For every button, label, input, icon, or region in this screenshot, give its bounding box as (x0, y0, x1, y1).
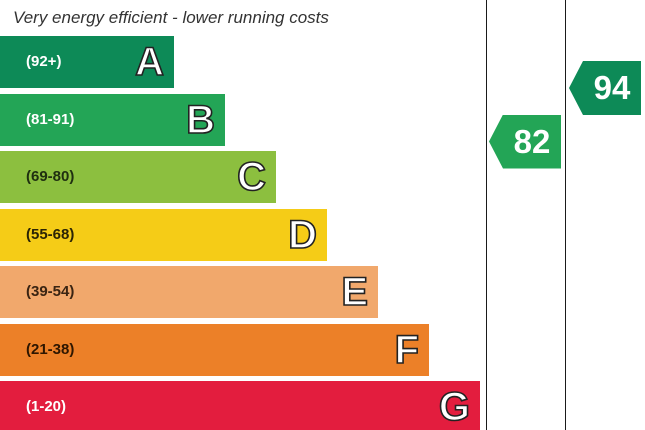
band-f: (21-38) F (0, 323, 429, 376)
band-range-label: (69-80) (26, 168, 75, 185)
band-g: (1-20) G (0, 381, 480, 430)
band-e: (39-54) E (0, 266, 378, 318)
band-b: (81-91) B (0, 93, 225, 146)
band-letter: F (394, 327, 420, 373)
rating-value: 94 (593, 69, 631, 106)
band-letter: C (236, 154, 266, 200)
band-letter: D (287, 212, 317, 258)
band-letter: A (134, 39, 164, 85)
band-letter: B (185, 97, 215, 143)
band-range-label: (39-54) (26, 283, 75, 300)
column-divider (565, 0, 566, 430)
band-range-label: (92+) (26, 53, 62, 70)
band-letter: E (341, 269, 369, 315)
band-c: (69-80) C (0, 151, 276, 203)
potential-rating-arrow: 94 (569, 61, 641, 115)
rating-value: 82 (513, 122, 551, 160)
band-a: (92+) A (0, 36, 174, 88)
band-range-label: (21-38) (26, 340, 75, 358)
chart-header: Very energy efficient - lower running co… (13, 8, 329, 27)
column-divider (486, 0, 487, 430)
band-range-label: (55-68) (26, 225, 75, 243)
band-d: (55-68) D (0, 208, 327, 261)
band-range-label: (1-20) (26, 398, 67, 415)
band-range-label: (81-91) (26, 110, 75, 128)
current-rating-arrow: 82 (489, 114, 561, 169)
band-letter: G (438, 384, 471, 430)
